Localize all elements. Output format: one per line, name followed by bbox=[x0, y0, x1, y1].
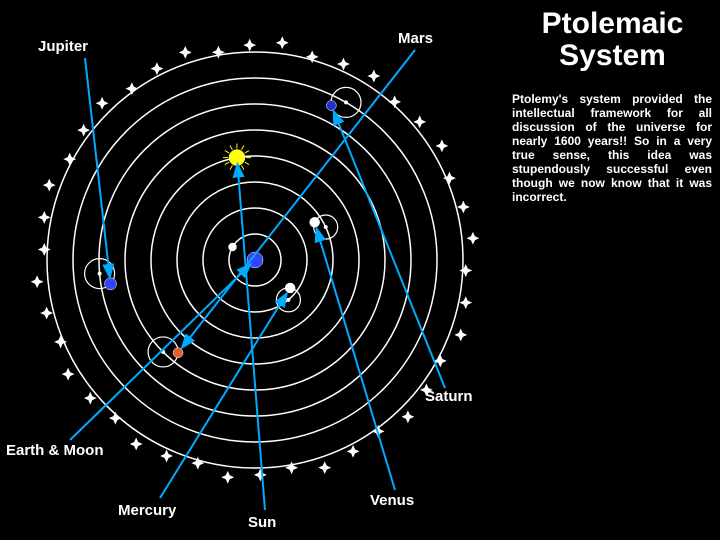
fixed-star bbox=[459, 296, 472, 309]
fixed-star bbox=[347, 445, 360, 458]
fixed-star bbox=[31, 275, 44, 288]
epicycle-center bbox=[98, 272, 102, 276]
sun-ray bbox=[230, 145, 233, 149]
fixed-star bbox=[179, 46, 192, 59]
moon-planet bbox=[228, 243, 236, 251]
fixed-star bbox=[467, 232, 480, 245]
fixed-star bbox=[243, 39, 256, 52]
sun-ray bbox=[225, 151, 229, 154]
mars-planet bbox=[173, 348, 183, 358]
fixed-star bbox=[254, 469, 267, 482]
fixed-star bbox=[130, 438, 143, 451]
label-earthmoon: Earth & Moon bbox=[6, 442, 104, 459]
fixed-star bbox=[96, 97, 109, 110]
fixed-star bbox=[457, 201, 470, 214]
sun-ray bbox=[241, 165, 244, 169]
fixed-star bbox=[276, 36, 289, 49]
fixed-star bbox=[454, 329, 467, 342]
fixed-star bbox=[38, 211, 51, 224]
fixed-star bbox=[63, 153, 76, 166]
mercury-planet bbox=[285, 283, 295, 293]
fixed-star bbox=[435, 139, 448, 152]
fixed-star bbox=[337, 58, 350, 71]
venus-planet bbox=[310, 217, 320, 227]
label-sun: Sun bbox=[248, 514, 276, 531]
jupiter-planet bbox=[105, 278, 117, 290]
fixed-star bbox=[43, 179, 56, 192]
label-jupiter: Jupiter bbox=[38, 38, 88, 55]
saturn-planet bbox=[326, 100, 336, 110]
sun-ray bbox=[225, 162, 229, 165]
sun-ray bbox=[241, 145, 244, 149]
fixed-star bbox=[401, 410, 414, 423]
pointer-line bbox=[85, 58, 110, 278]
pointer-line bbox=[334, 111, 445, 388]
label-saturn: Saturn bbox=[425, 388, 473, 405]
fixed-star bbox=[62, 368, 75, 381]
fixed-star bbox=[221, 471, 234, 484]
fixed-star bbox=[151, 62, 164, 75]
epicycle-center bbox=[286, 298, 290, 302]
label-mars: Mars bbox=[398, 30, 433, 47]
pointer-line bbox=[182, 50, 415, 348]
fixed-star bbox=[160, 450, 173, 463]
ptolemaic-diagram bbox=[0, 0, 720, 540]
fixed-star bbox=[40, 307, 53, 320]
pointer-line bbox=[70, 264, 251, 440]
fixed-star bbox=[459, 264, 472, 277]
label-venus: Venus bbox=[370, 492, 414, 509]
fixed-star bbox=[367, 70, 380, 83]
label-mercury: Mercury bbox=[118, 502, 176, 519]
fixed-star bbox=[38, 243, 51, 256]
epicycle-center bbox=[344, 100, 348, 104]
fixed-star bbox=[318, 461, 331, 474]
sun-planet bbox=[229, 150, 245, 166]
epicycle-center bbox=[324, 225, 328, 229]
sun-ray bbox=[245, 151, 249, 154]
sun-ray bbox=[245, 162, 249, 165]
sun-ray bbox=[230, 165, 233, 169]
